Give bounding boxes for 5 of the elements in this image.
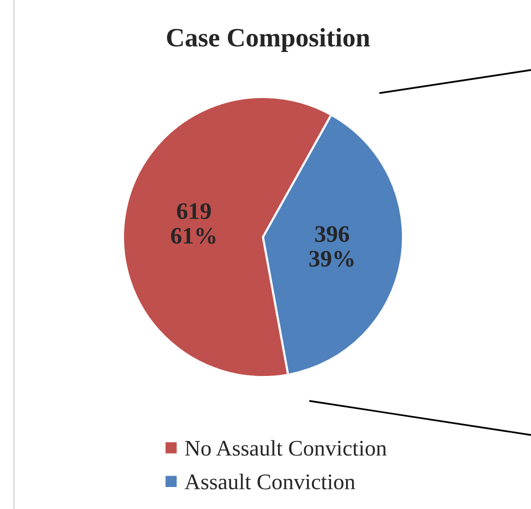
- legend-label: Assault Conviction: [184, 474, 356, 490]
- chart-title: Case Composition: [167, 28, 370, 52]
- legend-label: No Assault Conviction: [185, 440, 387, 456]
- data-label: 396 39%: [309, 226, 354, 267]
- data-label: 619 61%: [171, 203, 216, 244]
